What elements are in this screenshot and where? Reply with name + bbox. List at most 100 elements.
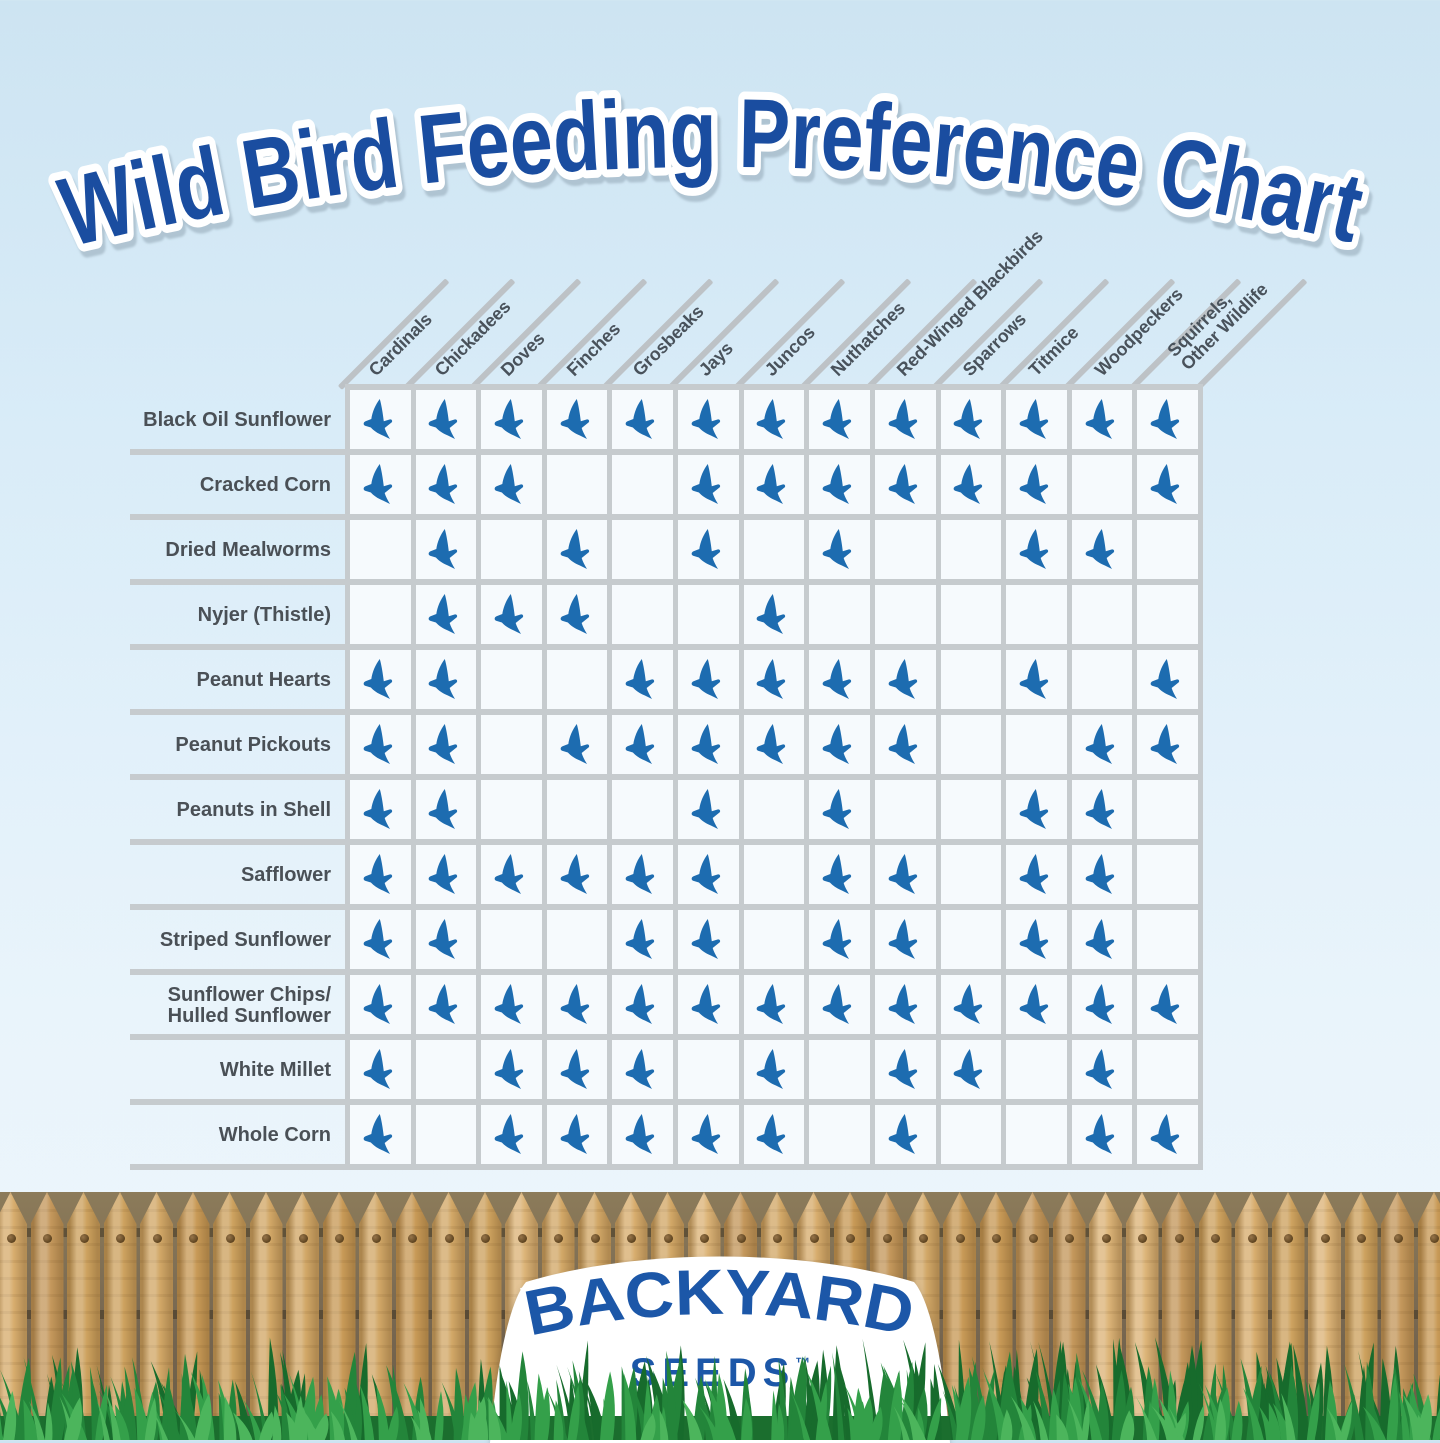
bird-icon bbox=[1018, 529, 1050, 570]
grid-cell bbox=[678, 455, 739, 520]
grid-cell bbox=[612, 910, 673, 975]
grid-cell bbox=[1137, 1040, 1198, 1105]
table-row: Safflower bbox=[130, 845, 1203, 910]
row-cells bbox=[345, 715, 1203, 780]
bird-icon bbox=[690, 659, 722, 700]
bird-icon bbox=[952, 399, 984, 440]
grid-cell bbox=[875, 1040, 936, 1105]
table-row: Peanut Hearts bbox=[130, 650, 1203, 715]
bird-icon bbox=[362, 789, 394, 830]
grid-cell bbox=[809, 715, 870, 780]
bird-icon bbox=[887, 1049, 919, 1090]
grid-cell bbox=[1072, 780, 1133, 845]
nail-icon bbox=[189, 1234, 198, 1243]
nail-icon bbox=[1065, 1234, 1074, 1243]
grid-cell bbox=[875, 585, 936, 650]
bird-icon bbox=[755, 1114, 787, 1155]
bird-icon bbox=[624, 984, 656, 1025]
bird-icon bbox=[427, 984, 459, 1025]
table-row: Striped Sunflower bbox=[130, 910, 1203, 975]
grid-cell bbox=[416, 845, 477, 910]
grid-cell bbox=[416, 650, 477, 715]
grid-cell bbox=[612, 715, 673, 780]
grid-cell bbox=[481, 780, 542, 845]
grid-cell bbox=[744, 780, 805, 845]
grid-cell bbox=[350, 780, 411, 845]
bird-icon bbox=[624, 1114, 656, 1155]
bird-icon bbox=[362, 854, 394, 895]
bird-icon bbox=[755, 594, 787, 635]
bird-icon bbox=[559, 1114, 591, 1155]
grid-cell bbox=[678, 520, 739, 585]
grid-cell bbox=[1137, 780, 1198, 845]
nail-icon bbox=[7, 1234, 16, 1243]
grid-cell bbox=[612, 845, 673, 910]
grid-cell bbox=[941, 650, 1002, 715]
grid-cell bbox=[809, 585, 870, 650]
row-label: Cracked Corn bbox=[130, 455, 345, 520]
nail-icon bbox=[1138, 1234, 1147, 1243]
grid-cell bbox=[612, 585, 673, 650]
grid-cell bbox=[1006, 845, 1067, 910]
grid-cell bbox=[809, 910, 870, 975]
grid-cell bbox=[875, 780, 936, 845]
table-row: Black Oil Sunflower bbox=[130, 390, 1203, 455]
bird-icon bbox=[427, 854, 459, 895]
bird-icon bbox=[887, 984, 919, 1025]
row-label: Peanuts in Shell bbox=[130, 780, 345, 845]
row-cells bbox=[345, 455, 1203, 520]
bird-icon bbox=[1084, 854, 1116, 895]
bird-icon bbox=[559, 854, 591, 895]
bird-icon bbox=[887, 724, 919, 765]
grid-cell bbox=[416, 715, 477, 780]
bird-icon bbox=[690, 464, 722, 505]
bird-icon bbox=[887, 854, 919, 895]
grid-cell bbox=[744, 975, 805, 1040]
bird-icon bbox=[362, 1049, 394, 1090]
grid-cell bbox=[1137, 715, 1198, 780]
grid-cell bbox=[875, 845, 936, 910]
nail-icon bbox=[1175, 1234, 1184, 1243]
grid-cell bbox=[941, 715, 1002, 780]
bird-icon bbox=[690, 919, 722, 960]
row-label: Nyjer (Thistle) bbox=[130, 585, 345, 650]
bird-icon bbox=[1084, 1049, 1116, 1090]
row-cells bbox=[345, 845, 1203, 910]
grid-cell bbox=[1072, 455, 1133, 520]
bird-icon bbox=[362, 464, 394, 505]
bird-icon bbox=[821, 399, 853, 440]
nail-icon bbox=[226, 1234, 235, 1243]
bird-icon bbox=[427, 594, 459, 635]
bird-icon bbox=[952, 984, 984, 1025]
grid-cell bbox=[941, 1040, 1002, 1105]
grid-cell bbox=[941, 585, 1002, 650]
bird-icon bbox=[427, 464, 459, 505]
grid-cell bbox=[875, 390, 936, 455]
grid-cell bbox=[809, 650, 870, 715]
nail-icon bbox=[299, 1234, 308, 1243]
grid-cell bbox=[547, 1105, 608, 1170]
bird-icon bbox=[362, 724, 394, 765]
bird-icon bbox=[362, 1114, 394, 1155]
grid-cell bbox=[612, 1105, 673, 1170]
row-cells bbox=[345, 390, 1203, 455]
bird-icon bbox=[952, 1049, 984, 1090]
bird-icon bbox=[690, 789, 722, 830]
grid-cell bbox=[1137, 520, 1198, 585]
nail-icon bbox=[1430, 1234, 1439, 1243]
row-cells bbox=[345, 650, 1203, 715]
column-header-jays: Jays bbox=[696, 339, 737, 380]
grid-cell bbox=[612, 390, 673, 455]
bird-icon bbox=[690, 1114, 722, 1155]
table-row: Peanut Pickouts bbox=[130, 715, 1203, 780]
bird-icon bbox=[755, 399, 787, 440]
grid-cell bbox=[481, 455, 542, 520]
grid-cell bbox=[1006, 585, 1067, 650]
grid-cell bbox=[1072, 715, 1133, 780]
nail-icon bbox=[1284, 1234, 1293, 1243]
grid-cell bbox=[941, 780, 1002, 845]
grid-cell bbox=[809, 975, 870, 1040]
bird-icon bbox=[755, 659, 787, 700]
grid-cell bbox=[1072, 650, 1133, 715]
bird-icon bbox=[559, 399, 591, 440]
